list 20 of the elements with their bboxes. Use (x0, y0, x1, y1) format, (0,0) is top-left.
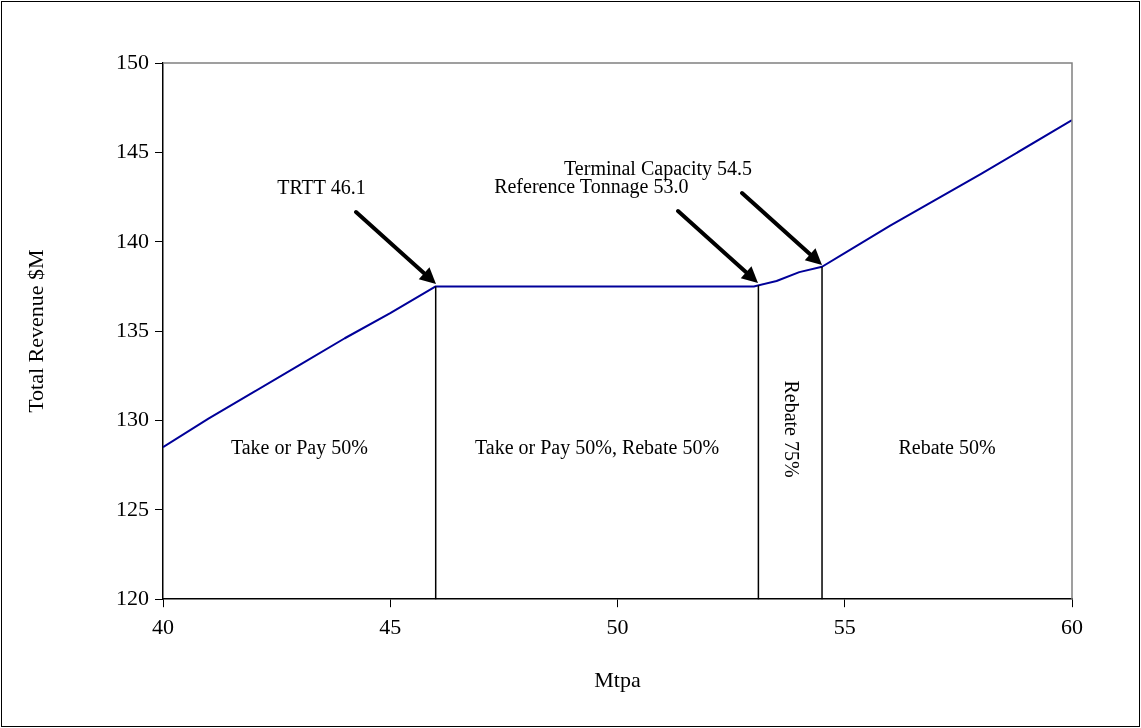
annotation: Rebate 50% (898, 436, 996, 459)
y-tick-label: 140 (116, 227, 149, 253)
annotation: Rebate 75% (780, 380, 803, 478)
y-tick-label: 135 (116, 316, 149, 342)
x-tick-label: 45 (379, 614, 402, 640)
y-axis-title: Total Revenue $M (22, 249, 48, 413)
x-tick-label: 50 (606, 614, 629, 640)
y-tick-label: 120 (116, 584, 149, 610)
annotation: Take or Pay 50%, Rebate 50% (475, 436, 720, 460)
x-tick-label: 60 (1061, 614, 1083, 640)
x-axis-title: Mtpa (594, 666, 641, 692)
y-tick-label: 125 (116, 495, 149, 521)
x-tick-label: 55 (833, 614, 856, 640)
y-tick-label: 130 (116, 406, 149, 432)
y-tick-label: 150 (116, 48, 149, 74)
x-tick-label: 40 (152, 614, 174, 640)
annotation: Terminal Capacity 54.5 (564, 156, 753, 180)
annotation: TRTT 46.1 (277, 176, 366, 199)
y-tick-label: 145 (116, 138, 149, 164)
annotation: Take or Pay 50% (230, 436, 368, 460)
